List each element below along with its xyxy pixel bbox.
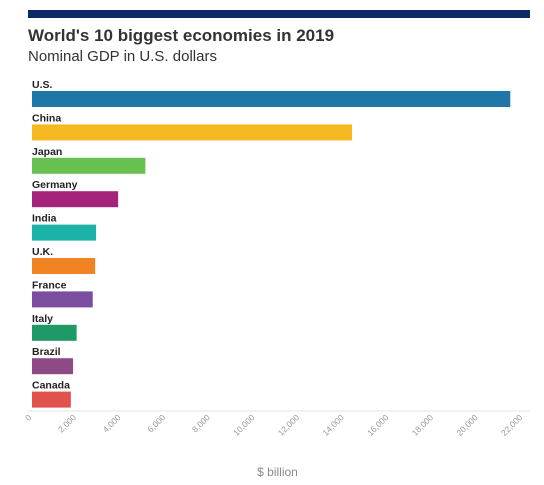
- bar: [32, 358, 74, 375]
- bar: [32, 191, 119, 208]
- x-ticks-layer: 0 2,000 4,000 6,000 8,000 10,000 12,000 14,000 1…: [23, 412, 525, 438]
- x-tick-label: 4,000: [101, 412, 123, 434]
- category-label: Italy: [32, 313, 53, 325]
- category-label: Brazil: [32, 346, 61, 358]
- x-tick-label: 2,000: [56, 412, 78, 434]
- x-tick-label: 20,000: [454, 412, 480, 438]
- bar: [32, 258, 96, 274]
- x-tick-label: 16,000: [365, 412, 391, 438]
- category-label: Japan: [32, 146, 62, 158]
- x-tick-label: 10,000: [231, 412, 257, 438]
- header-accent-bar: [28, 10, 530, 18]
- bar: [32, 291, 93, 308]
- bar: [32, 224, 97, 241]
- x-tick-label: 14,000: [320, 412, 346, 438]
- category-label: France: [32, 279, 67, 291]
- category-label: India: [32, 213, 57, 225]
- x-tick-label: 0: [23, 412, 34, 423]
- bar: [32, 324, 77, 341]
- chart-title: World's 10 biggest economies in 2019: [28, 26, 335, 45]
- bar: [32, 124, 353, 141]
- chart-subtitle: Nominal GDP in U.S. dollars: [28, 48, 217, 65]
- category-label: China: [32, 112, 61, 124]
- x-tick-label: 6,000: [145, 412, 167, 434]
- bar: [32, 91, 511, 107]
- bar: [32, 157, 146, 174]
- category-label: Germany: [32, 179, 78, 191]
- category-label: U.S.: [32, 79, 53, 91]
- x-tick-label: 12,000: [276, 412, 302, 438]
- x-tick-label: 22,000: [499, 412, 525, 438]
- category-label: U.K.: [32, 246, 53, 258]
- x-tick-label: 8,000: [190, 412, 212, 434]
- bars-layer: U.S. China Japan Germany India U.K. France Ital…: [32, 79, 511, 408]
- category-label: Canada: [32, 380, 70, 392]
- bar: [32, 391, 71, 408]
- x-axis-title: $ billion: [257, 465, 298, 479]
- x-tick-label: 18,000: [410, 412, 436, 438]
